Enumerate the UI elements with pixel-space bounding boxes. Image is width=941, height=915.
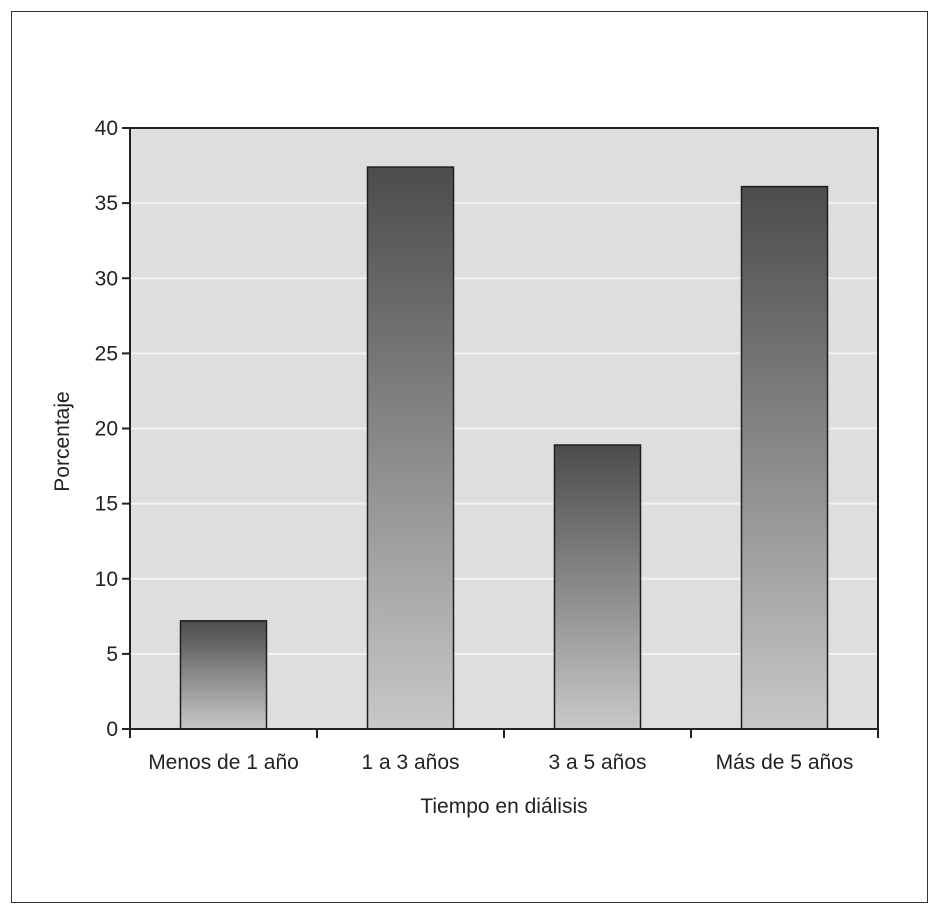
x-tick-label: 1 a 3 años (361, 751, 459, 774)
axes (122, 127, 879, 738)
bar (553, 444, 642, 730)
bar (179, 620, 268, 730)
bar (366, 166, 455, 730)
y-axis-title: Porcentaje (51, 391, 74, 491)
x-tick-label: Más de 5 años (716, 751, 854, 774)
x-axis-title: Tiempo en diálisis (420, 795, 587, 818)
y-tick-label: 20 (95, 418, 118, 441)
y-tick-label: 40 (95, 117, 118, 140)
x-tick-label: 3 a 5 años (548, 751, 646, 774)
y-tick-label: 25 (95, 342, 118, 365)
y-tick-label: 10 (95, 568, 118, 591)
bar (740, 185, 829, 730)
tick-labels: 0 5 10 15 20 25 30 35 40 Menos de 1 año 1 a 3 años… (95, 117, 854, 774)
y-tick-label: 15 (95, 493, 118, 516)
x-tick-label: Menos de 1 año (148, 751, 299, 774)
y-tick-label: 35 (95, 192, 118, 215)
y-tick-label: 0 (106, 718, 118, 741)
y-tick-label: 5 (106, 643, 118, 666)
y-tick-label: 30 (95, 267, 118, 290)
